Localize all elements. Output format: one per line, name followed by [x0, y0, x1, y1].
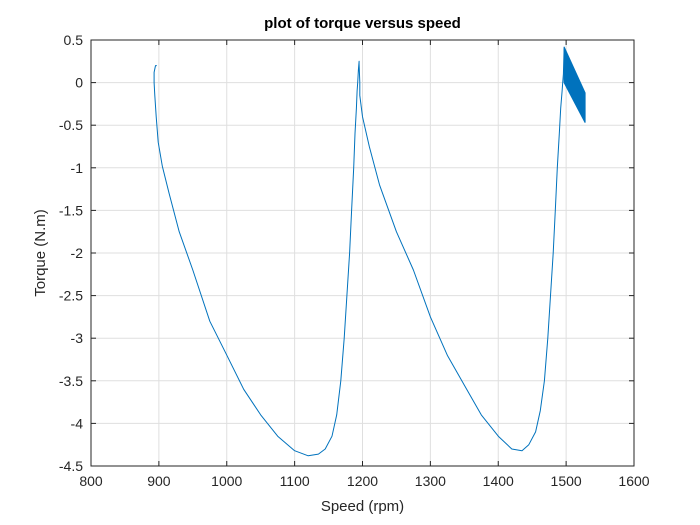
y-tick-label: -4.5 — [59, 458, 83, 474]
x-axis-label: Speed (rpm) — [321, 498, 404, 515]
data-layer — [153, 46, 586, 457]
x-tick-label: 1500 — [551, 473, 582, 489]
y-tick-label: -2.5 — [59, 288, 83, 304]
x-tick-label: 1400 — [483, 473, 514, 489]
y-tick-label: -3.5 — [59, 373, 83, 389]
x-tick-label: 1000 — [211, 473, 242, 489]
y-tick-label: 0 — [75, 75, 83, 91]
y-tick-label: -3 — [71, 330, 84, 346]
y-tick-label: -2 — [71, 245, 84, 261]
x-tick-label: 800 — [79, 473, 103, 489]
x-tick-label: 1300 — [415, 473, 446, 489]
torque-speed-line — [153, 48, 565, 457]
y-tick-label: -0.5 — [59, 117, 83, 133]
x-tick-label: 1100 — [280, 473, 310, 489]
y-tick-label: 0.5 — [64, 32, 84, 48]
steady-state-oscillation-band — [563, 46, 586, 123]
y-tick-label: -4 — [71, 415, 84, 431]
chart-title: plot of torque versus speed — [264, 15, 461, 32]
ticks: 800 900 1000 1100 1200 1300 1400 1500 1600 0.5 0 -0… — [59, 32, 650, 489]
x-tick-label: 1200 — [347, 473, 378, 489]
x-tick-label: 1600 — [618, 473, 649, 489]
x-tick-label: 900 — [147, 473, 171, 489]
y-axis-label: Torque (N.m) — [32, 209, 49, 297]
y-tick-label: -1.5 — [59, 202, 83, 218]
y-tick-label: -1 — [71, 160, 84, 176]
grid — [90, 39, 635, 467]
